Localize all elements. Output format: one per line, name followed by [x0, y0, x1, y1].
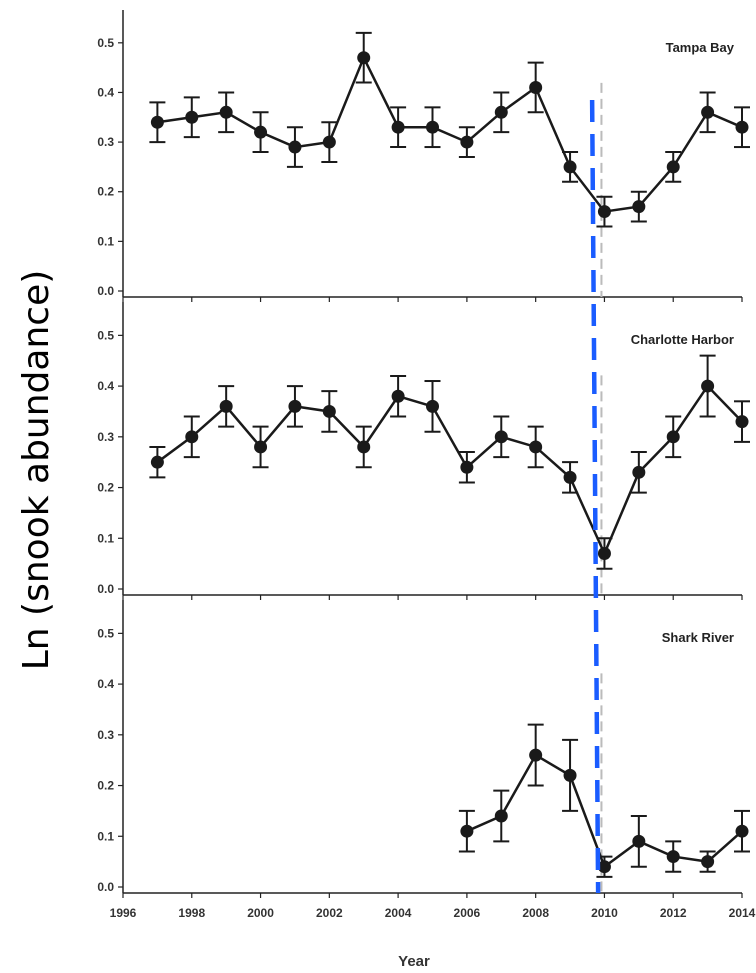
data-point — [254, 440, 268, 454]
y-tick-label: 0.2 — [97, 481, 114, 495]
data-point — [288, 140, 302, 154]
data-point — [219, 399, 233, 413]
data-point — [529, 80, 543, 94]
y-tick-label: 0.5 — [97, 36, 114, 50]
panels: 0.00.10.20.30.40.5 Tampa Bay0.00.10.20.30… — [97, 10, 756, 920]
data-point — [632, 465, 646, 479]
data-point — [563, 470, 577, 484]
x-tick-label: 2004 — [385, 906, 412, 920]
data-point — [460, 135, 474, 149]
data-point — [494, 430, 508, 444]
data-point — [666, 850, 680, 864]
data-point — [391, 120, 405, 134]
reference-line-group — [589, 99, 601, 894]
x-tick-label: 1998 — [178, 906, 205, 920]
data-point — [563, 768, 577, 782]
y-tick-label: 0.1 — [97, 234, 114, 248]
series-line — [156, 384, 743, 557]
data-point — [701, 105, 715, 119]
x-tick-label: 2010 — [591, 906, 618, 920]
y-tick-label: 0.2 — [97, 779, 114, 793]
x-tick-label: 2014 — [729, 906, 756, 920]
x-tick-label: 2008 — [522, 906, 549, 920]
data-point — [597, 546, 611, 560]
data-point — [494, 809, 508, 823]
data-point — [322, 135, 336, 149]
panel-2: 0.0 0.1 0.2 0.3 0.4 0.5 1996 1998 2000 2002 2004 20… — [97, 600, 756, 920]
data-point — [460, 824, 474, 838]
data-point — [701, 379, 715, 393]
data-point — [494, 105, 508, 119]
data-point — [254, 125, 268, 139]
data-point — [460, 460, 474, 474]
data-point — [632, 200, 646, 214]
y-tick-label: 0.4 — [97, 379, 114, 393]
data-point — [391, 389, 405, 403]
y-tick-label: 0.0 — [97, 582, 114, 596]
y-tick-label: 0.1 — [97, 829, 114, 843]
data-point — [426, 120, 439, 134]
data-point — [563, 160, 577, 174]
panel-1: 0.0 0.1 0.2 0.3 0.4 0.5 Charlotte Harbor — [97, 302, 750, 600]
data-point — [150, 115, 164, 129]
data-point — [701, 855, 715, 869]
y-tick-label: 0.5 — [97, 626, 114, 640]
data-point — [529, 748, 543, 762]
y-tick-label: 0.0 — [97, 284, 114, 298]
y-tick-label: 0.3 — [97, 430, 114, 444]
y-axis-title: Ln (snook abundance) — [16, 270, 57, 671]
x-tick-label: 2006 — [454, 906, 481, 920]
data-point — [666, 430, 680, 444]
data-point — [322, 404, 336, 418]
y-tick-label: 0.0 — [97, 880, 114, 894]
data-point — [150, 455, 164, 469]
x-tick-label: 1996 — [110, 906, 137, 920]
data-point — [357, 51, 371, 65]
x-tick-label: 2000 — [247, 906, 274, 920]
panel-0: 0.0 0.1 0.2 0.3 0.4 0.5 Tampa Bay — [97, 10, 750, 302]
data-point — [357, 440, 371, 454]
panel-title: Shark River — [662, 630, 734, 645]
series-line — [157, 54, 743, 213]
panel-title: Tampa Bay — [666, 40, 735, 55]
y-tick-label: 0.4 — [97, 85, 114, 99]
y-tick-label: 0.3 — [97, 728, 114, 742]
data-point — [666, 160, 680, 174]
y-tick-label: 0.2 — [97, 185, 114, 199]
data-point — [529, 440, 543, 454]
data-point — [426, 399, 439, 413]
data-point — [288, 399, 302, 413]
x-tick-label: 2002 — [316, 906, 343, 920]
x-axis-title: Year — [398, 953, 430, 970]
data-point — [185, 110, 199, 124]
data-point — [735, 824, 749, 838]
data-point — [632, 834, 646, 848]
panel-title: Charlotte Harbor — [631, 332, 734, 347]
blue-dashed-reference-line — [589, 99, 601, 894]
data-point — [735, 120, 749, 134]
y-tick-label: 0.4 — [97, 677, 114, 691]
data-point — [219, 105, 233, 119]
y-tick-label: 0.3 — [97, 135, 114, 149]
y-tick-label: 0.1 — [97, 531, 114, 545]
data-point — [597, 205, 611, 219]
data-point — [597, 860, 611, 874]
series-line — [466, 753, 743, 869]
x-tick-label: 2012 — [660, 906, 687, 920]
data-point — [185, 430, 199, 444]
y-tick-label: 0.5 — [97, 328, 114, 342]
data-point — [735, 415, 749, 429]
